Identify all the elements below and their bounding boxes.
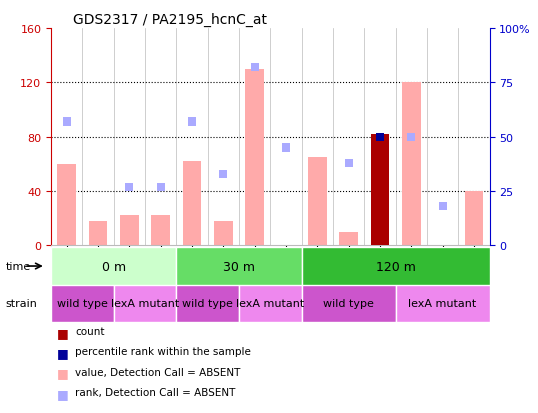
Bar — [402, 83, 421, 246]
Text: time: time — [5, 261, 31, 271]
Bar — [251, 64, 259, 72]
Bar — [371, 135, 390, 246]
Bar — [176, 285, 239, 322]
Bar — [220, 170, 227, 178]
Text: GDS2317 / PA2195_hcnC_at: GDS2317 / PA2195_hcnC_at — [73, 12, 267, 26]
Bar — [114, 285, 176, 322]
Text: wild type: wild type — [57, 299, 108, 309]
Bar — [120, 216, 139, 246]
Text: 0 m: 0 m — [102, 260, 126, 273]
Bar — [188, 118, 196, 126]
Text: ■: ■ — [56, 347, 68, 359]
Text: rank, Detection Call = ABSENT: rank, Detection Call = ABSENT — [75, 387, 236, 397]
Text: percentile rank within the sample: percentile rank within the sample — [75, 347, 251, 356]
Text: lexA mutant: lexA mutant — [111, 299, 179, 309]
Text: ■: ■ — [56, 326, 68, 339]
Bar — [395, 285, 490, 322]
Bar — [302, 285, 395, 322]
Text: wild type: wild type — [182, 299, 233, 309]
Bar — [282, 144, 290, 152]
Text: wild type: wild type — [323, 299, 374, 309]
Bar — [302, 248, 490, 285]
Bar — [308, 158, 327, 246]
Bar — [183, 162, 201, 246]
Text: ■: ■ — [56, 367, 68, 380]
Bar — [438, 203, 447, 211]
Bar — [245, 69, 264, 246]
Bar — [345, 159, 352, 167]
Text: ■: ■ — [56, 387, 68, 400]
Bar — [157, 183, 165, 191]
Text: strain: strain — [5, 299, 37, 309]
Bar — [376, 133, 384, 141]
Bar — [176, 248, 302, 285]
Bar — [464, 192, 483, 246]
Bar — [339, 232, 358, 246]
Text: count: count — [75, 326, 105, 336]
Bar — [151, 216, 170, 246]
Bar — [51, 248, 176, 285]
Bar — [214, 221, 233, 246]
Text: 120 m: 120 m — [376, 260, 415, 273]
Bar — [407, 133, 415, 141]
Text: lexA mutant: lexA mutant — [236, 299, 305, 309]
Bar — [89, 221, 108, 246]
Text: 30 m: 30 m — [223, 260, 255, 273]
Bar — [51, 285, 114, 322]
Bar — [125, 183, 133, 191]
Bar — [58, 164, 76, 246]
Bar — [239, 285, 302, 322]
Text: value, Detection Call = ABSENT: value, Detection Call = ABSENT — [75, 367, 240, 377]
Bar — [63, 118, 70, 126]
Text: lexA mutant: lexA mutant — [408, 299, 477, 309]
